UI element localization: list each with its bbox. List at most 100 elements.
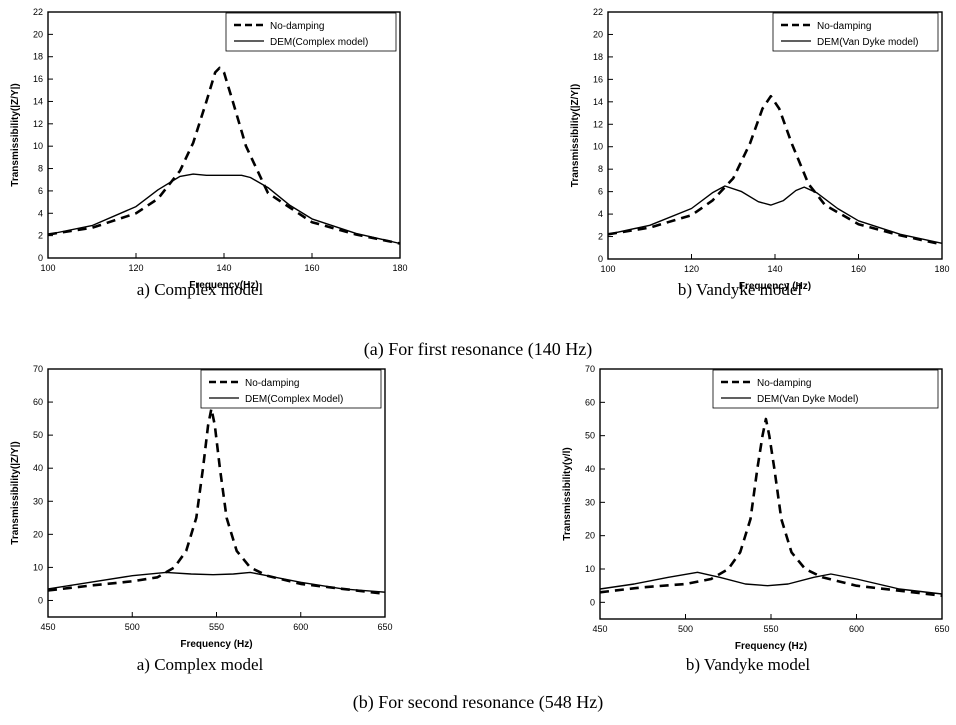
y-tick-label: 70 bbox=[33, 364, 43, 374]
series-line-no-damping bbox=[607, 94, 943, 246]
y-tick-label: 12 bbox=[593, 119, 603, 129]
x-tick-label: 650 bbox=[377, 622, 392, 632]
y-tick-label: 0 bbox=[38, 253, 43, 263]
x-tick-label: 160 bbox=[851, 264, 866, 274]
x-tick-label: 550 bbox=[763, 624, 778, 634]
legend-label: No-damping bbox=[757, 378, 811, 389]
series-line-dem bbox=[47, 173, 401, 245]
legend-label: DEM(Complex model) bbox=[270, 37, 368, 48]
series-line-dem bbox=[47, 571, 386, 593]
y-tick-label: 50 bbox=[33, 430, 43, 440]
x-tick-label: 650 bbox=[934, 624, 949, 634]
y-tick-label: 10 bbox=[585, 564, 595, 574]
subplot-caption: a) Complex model bbox=[137, 280, 264, 299]
legend-label: DEM(Van Dyke model) bbox=[817, 37, 919, 48]
x-tick-label: 120 bbox=[684, 264, 699, 274]
y-tick-label: 4 bbox=[598, 209, 603, 219]
y-axis-label: Transmissibility(|Z/Y|) bbox=[570, 84, 581, 187]
x-tick-label: 180 bbox=[392, 263, 407, 273]
y-tick-label: 0 bbox=[598, 254, 603, 264]
x-tick-label: 140 bbox=[767, 264, 782, 274]
series-line-no-damping bbox=[47, 407, 386, 596]
y-tick-label: 10 bbox=[33, 141, 43, 151]
chart-panel-1: 100 120 140 160 180 0 2 4 6 8 10 12 14 16 18 20 22 Freque… bbox=[10, 7, 408, 299]
y-tick-label: 14 bbox=[593, 97, 603, 107]
x-tick-label: 450 bbox=[40, 622, 55, 632]
legend: No-damping DEM(Complex Model) bbox=[200, 369, 382, 409]
subplot-caption: a) Complex model bbox=[137, 655, 264, 674]
subplot-caption: b) Vandyke model bbox=[678, 280, 803, 299]
series-line-no-damping bbox=[47, 66, 401, 245]
legend-box bbox=[225, 12, 397, 52]
x-tick-label: 160 bbox=[304, 263, 319, 273]
chart-panel-2: 100 120 140 160 180 0 2 4 6 8 10 12 14 16 18 20 22 Freque… bbox=[570, 7, 950, 299]
x-axis-label: Frequency (Hz) bbox=[180, 639, 252, 650]
legend-box bbox=[200, 369, 382, 409]
y-tick-label: 18 bbox=[33, 52, 43, 62]
legend-box bbox=[772, 12, 939, 52]
y-tick-label: 16 bbox=[593, 74, 603, 84]
y-tick-label: 30 bbox=[33, 496, 43, 506]
legend: No-damping DEM(Complex model) bbox=[225, 12, 397, 52]
x-tick-label: 450 bbox=[592, 624, 607, 634]
legend-box bbox=[712, 369, 939, 409]
y-axis-label: Transmissibility(y/l) bbox=[562, 447, 573, 540]
y-tick-label: 16 bbox=[33, 74, 43, 84]
y-tick-label: 40 bbox=[33, 463, 43, 473]
y-tick-label: 20 bbox=[33, 29, 43, 39]
y-tick-label: 0 bbox=[590, 597, 595, 607]
legend-label: DEM(Van Dyke Model) bbox=[757, 394, 859, 405]
legend-label: No-damping bbox=[245, 378, 299, 389]
legend: No-damping DEM(Van Dyke model) bbox=[772, 12, 939, 52]
legend-label: No-damping bbox=[270, 21, 324, 32]
x-tick-label: 500 bbox=[678, 624, 693, 634]
legend-label: No-damping bbox=[817, 21, 871, 32]
y-tick-label: 2 bbox=[598, 232, 603, 242]
series-line-dem bbox=[599, 571, 943, 595]
y-tick-label: 60 bbox=[585, 397, 595, 407]
y-tick-label: 22 bbox=[33, 7, 43, 17]
y-tick-label: 8 bbox=[598, 164, 603, 174]
y-tick-label: 22 bbox=[593, 7, 603, 17]
x-tick-label: 100 bbox=[40, 263, 55, 273]
series-line-no-damping bbox=[599, 417, 943, 597]
y-tick-label: 4 bbox=[38, 208, 43, 218]
y-tick-label: 8 bbox=[38, 164, 43, 174]
y-tick-label: 20 bbox=[585, 531, 595, 541]
y-tick-label: 2 bbox=[38, 231, 43, 241]
y-tick-label: 10 bbox=[33, 562, 43, 572]
chart-panel-3: 450 500 550 600 650 0 10 20 30 40 50 60 70 Frequency … bbox=[10, 364, 393, 674]
y-axis-label: Transmissibility(|Z/Y|) bbox=[10, 441, 21, 544]
x-axis-label: Frequency (Hz) bbox=[735, 641, 807, 652]
legend: No-damping DEM(Van Dyke Model) bbox=[712, 369, 939, 409]
y-tick-label: 12 bbox=[33, 119, 43, 129]
y-tick-label: 14 bbox=[33, 96, 43, 106]
y-tick-label: 6 bbox=[38, 186, 43, 196]
x-axis-label: Frequency(Hz) bbox=[189, 280, 258, 291]
x-tick-label: 600 bbox=[849, 624, 864, 634]
x-axis-label: Frequency (Hz) bbox=[739, 281, 811, 292]
figure-caption-first: (a) For first resonance (140 Hz) bbox=[363, 339, 593, 359]
y-tick-label: 18 bbox=[593, 52, 603, 62]
y-tick-label: 70 bbox=[585, 364, 595, 374]
subplot-caption: b) Vandyke model bbox=[686, 655, 811, 674]
y-tick-label: 6 bbox=[598, 187, 603, 197]
y-tick-label: 30 bbox=[585, 497, 595, 507]
y-tick-label: 50 bbox=[585, 431, 595, 441]
series-line-dem bbox=[607, 185, 943, 244]
x-tick-label: 600 bbox=[293, 622, 308, 632]
x-tick-label: 140 bbox=[216, 263, 231, 273]
x-tick-label: 550 bbox=[209, 622, 224, 632]
y-tick-label: 10 bbox=[593, 142, 603, 152]
chart-panel-4: 450 500 550 600 650 0 10 20 30 40 50 60 70 Frequency … bbox=[562, 364, 950, 674]
y-tick-label: 40 bbox=[585, 464, 595, 474]
x-tick-label: 180 bbox=[934, 264, 949, 274]
y-tick-label: 20 bbox=[593, 29, 603, 39]
y-axis-label: Transmissibility(|Z/Y|) bbox=[10, 83, 21, 186]
x-tick-label: 500 bbox=[125, 622, 140, 632]
y-tick-label: 0 bbox=[38, 595, 43, 605]
legend-label: DEM(Complex Model) bbox=[245, 394, 343, 405]
y-tick-label: 60 bbox=[33, 397, 43, 407]
y-tick-label: 20 bbox=[33, 529, 43, 539]
